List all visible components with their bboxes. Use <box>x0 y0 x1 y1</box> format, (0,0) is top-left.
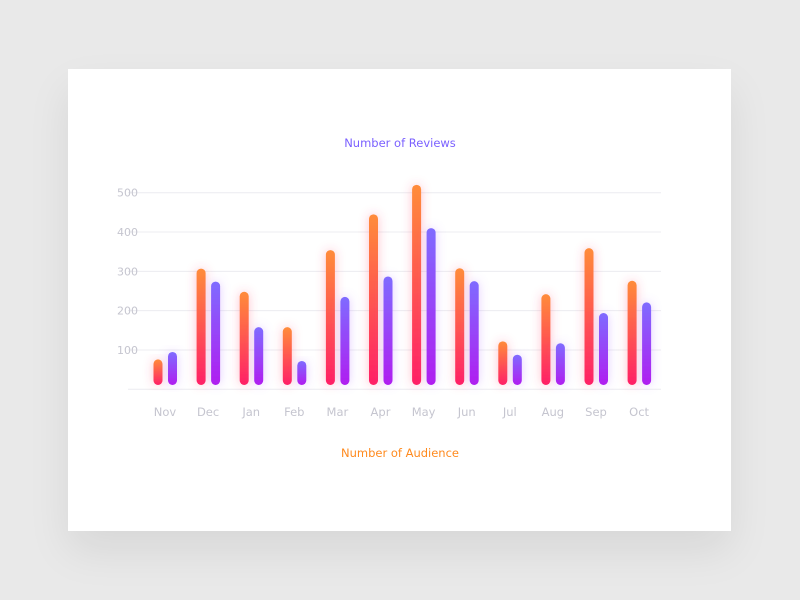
y-tick-label: 500 <box>117 187 138 200</box>
bar-aug-series-1[interactable] <box>541 294 551 385</box>
bar-nov-series-2[interactable] <box>168 351 177 385</box>
chart-card <box>68 69 731 531</box>
bar-jan-series-2[interactable] <box>254 327 264 385</box>
x-tick-label: Jun <box>457 405 476 419</box>
bar-feb-series-1[interactable] <box>282 327 292 385</box>
bar-mar-series-2[interactable] <box>340 296 350 385</box>
x-tick-label: Apr <box>371 405 391 419</box>
x-tick-label: Jul <box>502 405 517 419</box>
x-tick-label: May <box>412 405 436 419</box>
bar-sep-series-2[interactable] <box>599 313 608 385</box>
chart-subtitle: Number of Audience <box>340 446 459 460</box>
bar-apr-series-1[interactable] <box>369 214 378 385</box>
bar-aug-series-2[interactable] <box>555 343 565 385</box>
x-tick-label: Mar <box>327 405 349 419</box>
chart-title: Number of Reviews <box>344 136 456 150</box>
bar-feb-series-2[interactable] <box>297 360 307 385</box>
bar-jun-series-1[interactable] <box>455 268 465 385</box>
y-tick-label: 400 <box>117 226 138 239</box>
y-tick-label: 100 <box>117 344 138 357</box>
x-tick-label: Sep <box>585 405 607 419</box>
bar-oct-series-2[interactable] <box>642 302 652 385</box>
bar-sep-series-1[interactable] <box>584 248 594 385</box>
bar-jan-series-1[interactable] <box>239 291 249 385</box>
bar-nov-series-1[interactable] <box>153 359 163 385</box>
bar-jul-series-2[interactable] <box>512 354 522 385</box>
x-tick-label: Aug <box>542 405 564 419</box>
x-tick-label: Nov <box>154 405 177 419</box>
y-tick-label: 200 <box>117 305 138 318</box>
bar-oct-series-1[interactable] <box>627 280 637 385</box>
x-tick-label: Oct <box>629 405 649 419</box>
bar-apr-series-2[interactable] <box>383 276 393 385</box>
y-tick-label: 300 <box>117 265 138 278</box>
bar-dec-series-1[interactable] <box>196 268 206 385</box>
x-tick-label: Jan <box>241 405 260 419</box>
bar-jul-series-1[interactable] <box>498 341 508 385</box>
x-tick-label: Dec <box>197 405 219 419</box>
bar-may-series-1[interactable] <box>412 184 422 385</box>
bar-may-series-2[interactable] <box>426 228 436 385</box>
bar-dec-series-2[interactable] <box>211 281 221 385</box>
bar-mar-series-1[interactable] <box>325 250 335 385</box>
x-tick-label: Feb <box>284 405 304 419</box>
bar-jun-series-2[interactable] <box>469 281 479 385</box>
